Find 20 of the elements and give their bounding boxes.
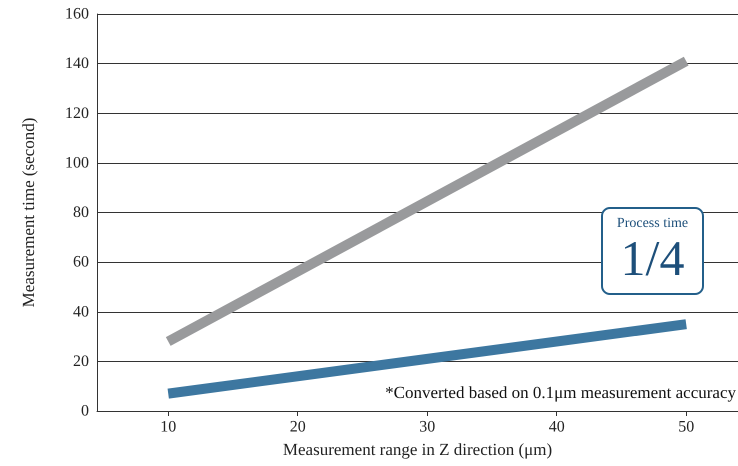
y-tick-label: 60 bbox=[73, 254, 89, 271]
x-tick-label: 40 bbox=[548, 418, 565, 436]
x-tick-label: 20 bbox=[290, 418, 306, 436]
y-tick-label: 120 bbox=[65, 104, 89, 122]
y-tick-label: 20 bbox=[73, 352, 89, 370]
y-tick-label: 100 bbox=[65, 154, 89, 172]
y-tick-label: 160 bbox=[65, 6, 89, 22]
y-tick-label: 80 bbox=[73, 204, 89, 221]
callout-box: Process time 1/4 bbox=[601, 207, 704, 295]
x-tick-label: 30 bbox=[419, 418, 436, 436]
x-tick-label: 10 bbox=[160, 418, 176, 436]
annotation: Process time bbox=[616, 216, 690, 232]
y-tick-label: 0 bbox=[81, 402, 89, 420]
x-axis-title: Measurement range in Z direction (μm) bbox=[282, 440, 552, 459]
annotation: *Converted based on 0.1μm measurement accuracy bbox=[385, 383, 736, 403]
y-axis-title: Measurement time (second) bbox=[19, 118, 38, 308]
y-tick-label: 40 bbox=[73, 303, 89, 320]
x-tick-label: 50 bbox=[678, 418, 694, 436]
y-tick-label: 140 bbox=[65, 55, 89, 72]
annotation: 1/4 bbox=[620, 230, 686, 286]
